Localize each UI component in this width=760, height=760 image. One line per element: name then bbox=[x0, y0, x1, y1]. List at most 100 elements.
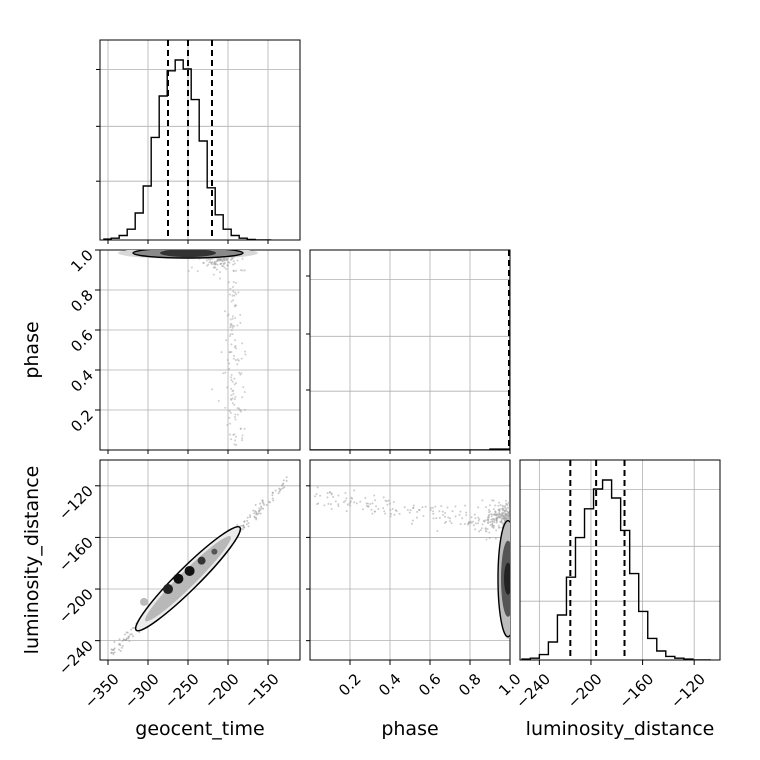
scatter-point bbox=[235, 444, 238, 447]
xtick-label-luminosity_distance: −240 bbox=[512, 670, 554, 712]
scatter-point bbox=[223, 310, 226, 313]
scatter-point bbox=[491, 520, 494, 523]
scatter-point bbox=[132, 626, 135, 629]
scatter-point bbox=[258, 507, 261, 510]
scatter-point bbox=[232, 269, 235, 272]
scatter-point bbox=[502, 507, 505, 510]
scatter-point bbox=[345, 497, 348, 500]
scatter-point bbox=[444, 511, 447, 514]
scatter-point bbox=[384, 512, 387, 515]
scatter-point bbox=[337, 505, 340, 508]
scatter-point bbox=[383, 510, 386, 513]
scatter-point bbox=[233, 403, 236, 406]
scatter-point bbox=[489, 521, 492, 524]
scatter-point bbox=[232, 389, 235, 392]
scatter-point bbox=[454, 515, 457, 518]
scatter-point bbox=[236, 363, 239, 366]
scatter-point bbox=[398, 512, 401, 515]
scatter-point bbox=[444, 515, 447, 518]
scatter-point bbox=[226, 314, 229, 317]
scatter-point bbox=[494, 504, 497, 507]
scatter-point bbox=[237, 291, 240, 294]
scatter-point bbox=[216, 263, 219, 266]
scatter-point bbox=[213, 266, 216, 269]
scatter-point bbox=[231, 380, 234, 383]
panel-frame bbox=[99, 249, 301, 451]
scatter-point bbox=[231, 294, 234, 297]
scatter-point bbox=[228, 433, 231, 436]
scatter-point bbox=[243, 390, 246, 393]
scatter-point bbox=[501, 517, 504, 520]
scatter-point bbox=[232, 281, 235, 284]
scatter-point bbox=[285, 479, 288, 482]
scatter-point bbox=[229, 411, 232, 414]
scatter-point bbox=[490, 513, 493, 516]
scatter-point bbox=[122, 638, 125, 641]
scatter-point bbox=[503, 510, 506, 513]
scatter-point bbox=[231, 326, 234, 329]
scatter-point bbox=[497, 508, 500, 511]
scatter-point bbox=[222, 372, 225, 375]
scatter-point bbox=[473, 513, 476, 516]
scatter-point bbox=[337, 503, 340, 506]
scatter-point bbox=[387, 499, 390, 502]
scatter-point bbox=[484, 519, 487, 522]
scatter-point bbox=[458, 513, 461, 516]
scatter-point bbox=[408, 511, 411, 514]
ytick-label-phase: 0.6 bbox=[67, 326, 97, 356]
scatter-point bbox=[323, 504, 326, 507]
scatter-point bbox=[490, 518, 493, 521]
scatter-point bbox=[234, 439, 237, 442]
yaxis-label-phase: phase bbox=[21, 321, 43, 378]
scatter-point bbox=[385, 500, 388, 503]
scatter-point bbox=[259, 508, 262, 511]
scatter-point bbox=[261, 501, 264, 504]
contour-line bbox=[497, 520, 510, 638]
scatter-point bbox=[230, 438, 233, 441]
scatter-point bbox=[440, 505, 443, 508]
scatter-point bbox=[230, 394, 233, 397]
scatter-point bbox=[243, 269, 246, 272]
scatter-point bbox=[223, 259, 226, 262]
panel-phase-vs-geocent_time bbox=[99, 249, 301, 451]
xtick-label-geocent_time: −250 bbox=[161, 670, 203, 712]
scatter-point bbox=[490, 515, 493, 518]
scatter-point bbox=[495, 514, 498, 517]
scatter-point bbox=[230, 378, 233, 381]
scatter-point bbox=[241, 437, 244, 440]
scatter-point bbox=[227, 281, 230, 284]
scatter-point bbox=[130, 633, 133, 636]
panel-frame bbox=[99, 459, 301, 661]
scatter-point bbox=[253, 515, 256, 518]
panel-frame bbox=[519, 459, 721, 661]
density-blob bbox=[184, 565, 195, 576]
scatter-point bbox=[219, 262, 222, 265]
ytick-label-phase: 0.4 bbox=[67, 366, 97, 396]
scatter-point bbox=[484, 529, 487, 532]
xtick-label-phase: 0.4 bbox=[375, 670, 405, 700]
scatter-point bbox=[498, 516, 501, 519]
scatter-point bbox=[225, 339, 228, 342]
scatter-point bbox=[389, 515, 392, 518]
scatter-point bbox=[228, 293, 231, 296]
scatter-point bbox=[497, 524, 500, 527]
scatter-point bbox=[441, 510, 444, 513]
scatter-point bbox=[429, 509, 432, 512]
scatter-point bbox=[480, 527, 483, 530]
scatter-point bbox=[228, 335, 231, 338]
contour-line bbox=[134, 525, 242, 632]
scatter-point bbox=[508, 508, 510, 511]
xtick-label-geocent_time: −350 bbox=[81, 670, 123, 712]
scatter-point bbox=[390, 512, 393, 515]
scatter-point bbox=[436, 530, 439, 533]
scatter-point bbox=[274, 489, 277, 492]
scatter-point bbox=[432, 510, 435, 513]
density-core bbox=[160, 250, 216, 257]
scatter-point bbox=[495, 518, 498, 521]
scatter-point bbox=[121, 644, 124, 647]
scatter-point bbox=[497, 513, 500, 516]
histogram-step-geocent_time bbox=[103, 59, 272, 240]
scatter-point bbox=[214, 262, 217, 265]
scatter-point bbox=[256, 513, 259, 516]
scatter-point bbox=[328, 491, 331, 494]
